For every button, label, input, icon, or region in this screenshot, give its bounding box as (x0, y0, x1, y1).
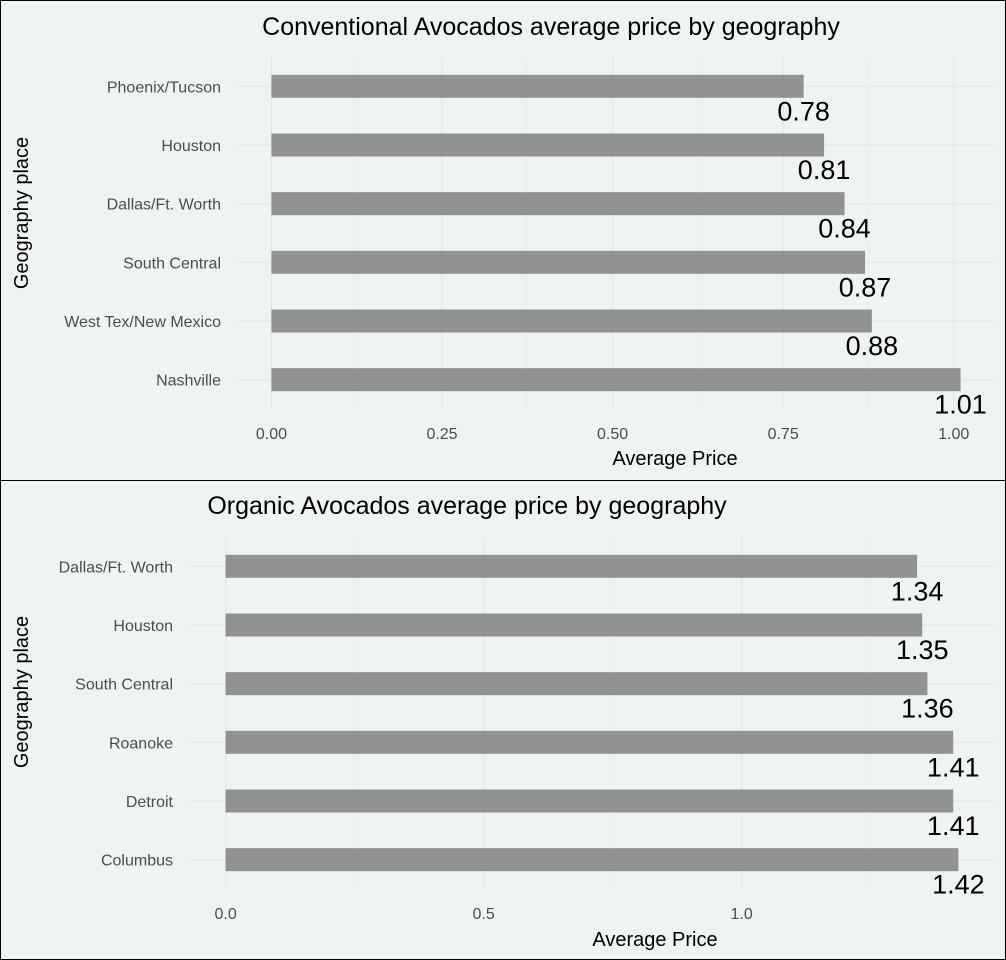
bar-value-label: 1.01 (934, 390, 987, 420)
y-axis-title: Geography place (11, 616, 33, 768)
y-tick-label: South Central (75, 677, 173, 694)
bar-value-label: 0.88 (846, 331, 899, 361)
bar-value-label: 1.41 (927, 811, 980, 841)
y-tick-label: Columbus (101, 853, 173, 870)
x-tick-label: 0.50 (597, 426, 628, 443)
y-tick-label: Dallas/Ft. Worth (59, 559, 173, 576)
bar (271, 250, 866, 274)
y-tick-label: Detroit (126, 794, 174, 811)
y-tick-label: Phoenix/Tucson (107, 79, 221, 96)
x-axis-title: Average Price (592, 929, 717, 951)
bar (225, 848, 959, 872)
y-tick-label: South Central (123, 255, 221, 272)
bar-value-label: 0.84 (818, 214, 871, 244)
chart-title: Conventional Avocados average price by g… (262, 13, 840, 41)
y-tick-label: Nashville (156, 373, 221, 390)
bar-value-label: 1.35 (896, 635, 949, 665)
bar (271, 133, 825, 157)
x-tick-label: 0.00 (256, 426, 287, 443)
y-tick-label: Houston (161, 138, 221, 155)
conventional-chart: 0.78 0.81 0.84 0.87 0.88 1.01 Phoenix/Tucson H… (11, 13, 995, 470)
bar (225, 730, 954, 754)
bar-value-label: 0.87 (839, 272, 892, 302)
bar (271, 192, 845, 216)
x-tick-label: 1.00 (938, 426, 969, 443)
x-axis-title: Average Price (612, 448, 737, 470)
bar (271, 74, 804, 98)
bar-value-label: 1.36 (901, 694, 954, 724)
organic-chart-panel: 1.34 1.35 1.36 1.41 1.41 1.42 Dallas/Ft. Wort… (0, 480, 1006, 960)
bar-value-label: 1.41 (927, 752, 980, 782)
organic-chart: 1.34 1.35 1.36 1.41 1.41 1.42 Dallas/Ft. Wort… (11, 492, 995, 951)
bar-value-label: 1.34 (891, 576, 944, 606)
bar (225, 613, 923, 637)
chart-title: Organic Avocados average price by geogra… (207, 492, 727, 520)
bar (271, 368, 961, 392)
x-tick-label: 0.25 (426, 426, 457, 443)
y-tick-label: West Tex/New Mexico (64, 314, 221, 331)
conventional-chart-panel: 0.78 0.81 0.84 0.87 0.88 1.01 Phoenix/Tucson H… (0, 0, 1006, 481)
y-tick-label: Roanoke (109, 735, 173, 752)
bar-value-label: 0.81 (798, 155, 851, 185)
x-tick-label: 0.75 (768, 426, 799, 443)
x-tick-label: 0.0 (215, 906, 237, 923)
bar-value-label: 1.42 (932, 870, 985, 900)
y-axis-title: Geography place (11, 137, 33, 289)
y-tick-label: Houston (113, 618, 173, 635)
y-tick-label: Dallas/Ft. Worth (107, 197, 221, 214)
bar (225, 672, 928, 696)
bar (271, 309, 872, 333)
bar-value-label: 0.78 (777, 96, 830, 126)
x-tick-label: 1.0 (731, 906, 753, 923)
x-tick-label: 0.5 (473, 906, 495, 923)
bar (225, 554, 918, 578)
bar (225, 789, 954, 813)
